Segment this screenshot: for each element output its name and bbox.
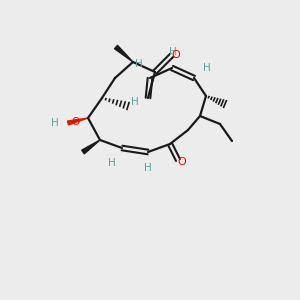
Text: O: O [172,50,180,60]
Text: H: H [108,158,116,168]
Text: H: H [135,59,143,69]
Text: H: H [51,118,59,128]
Text: O: O [72,117,80,127]
Polygon shape [115,45,133,62]
Polygon shape [82,140,100,154]
Text: H: H [169,47,177,57]
Text: H: H [131,97,139,107]
Text: O: O [178,157,186,167]
Text: H: H [144,163,152,173]
Polygon shape [68,118,88,125]
Text: H: H [203,63,211,73]
